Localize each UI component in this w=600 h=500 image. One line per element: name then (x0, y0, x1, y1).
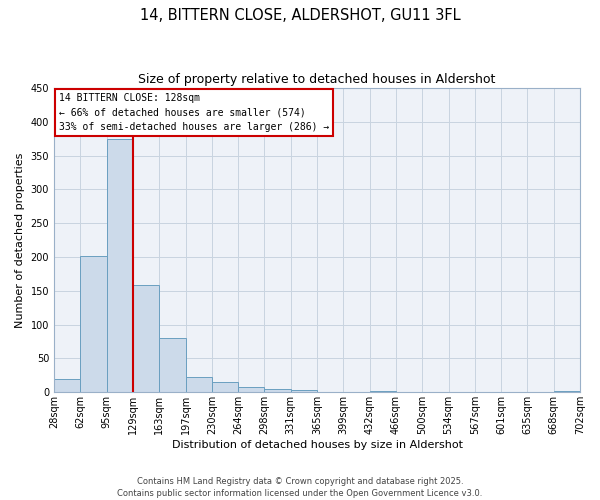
Bar (80, 256, 107, 392)
Bar (238, 387, 265, 392)
Bar (185, 378, 212, 392)
Bar (133, 286, 159, 393)
Bar (265, 389, 291, 392)
Y-axis label: Number of detached properties: Number of detached properties (15, 152, 25, 328)
Bar (159, 338, 185, 392)
Text: Contains HM Land Registry data © Crown copyright and database right 2025.
Contai: Contains HM Land Registry data © Crown c… (118, 476, 482, 498)
Bar (212, 382, 238, 392)
Text: 14, BITTERN CLOSE, ALDERSHOT, GU11 3FL: 14, BITTERN CLOSE, ALDERSHOT, GU11 3FL (140, 8, 460, 22)
Bar (370, 391, 396, 392)
Title: Size of property relative to detached houses in Aldershot: Size of property relative to detached ho… (139, 72, 496, 86)
Bar (291, 390, 317, 392)
X-axis label: Distribution of detached houses by size in Aldershot: Distribution of detached houses by size … (172, 440, 463, 450)
Bar (554, 391, 580, 392)
Bar (54, 379, 80, 392)
Text: 14 BITTERN CLOSE: 128sqm
← 66% of detached houses are smaller (574)
33% of semi-: 14 BITTERN CLOSE: 128sqm ← 66% of detach… (59, 92, 329, 132)
Bar (107, 139, 133, 392)
